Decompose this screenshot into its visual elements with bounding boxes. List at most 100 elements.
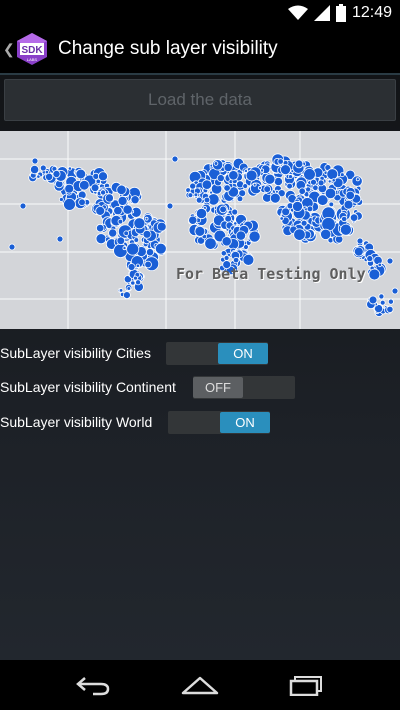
map-point: [232, 256, 240, 264]
sdk-logo-subtext: LABS: [27, 57, 38, 62]
map-point: [378, 293, 385, 300]
map-point: [133, 217, 146, 230]
map-point: [154, 242, 167, 255]
clock: 12:49: [351, 4, 392, 21]
home-icon[interactable]: [181, 674, 219, 696]
map-point: [257, 185, 262, 190]
map-point: [123, 230, 129, 237]
load-data-button[interactable]: Load the data: [4, 79, 396, 121]
map-point: [303, 168, 316, 181]
map-point: [133, 237, 140, 243]
toggle-world[interactable]: ON: [168, 410, 270, 434]
toggle-world-thumb[interactable]: ON: [220, 411, 270, 433]
toggle-cities[interactable]: ON: [166, 341, 268, 365]
battery-icon: [335, 4, 346, 22]
map-point: [144, 216, 149, 221]
map-point: [300, 219, 308, 227]
map-point: [63, 198, 76, 211]
map-point: [156, 221, 167, 232]
map-point: [291, 200, 303, 212]
map-point: [59, 197, 64, 202]
map-point: [117, 218, 124, 225]
map-point: [44, 169, 50, 175]
map-point: [386, 257, 394, 265]
sublayer-label-world: SubLayer visibility World: [0, 414, 153, 430]
map-point: [104, 193, 114, 203]
map-point: [242, 183, 249, 189]
map-point: [116, 184, 127, 196]
map-point: [95, 233, 107, 245]
map-point: [135, 263, 140, 268]
map-point: [312, 184, 319, 191]
map-point: [260, 168, 265, 173]
map-view[interactable]: For Beta Testing Only: [0, 131, 400, 329]
map-point: [130, 280, 136, 286]
map-point: [320, 228, 332, 240]
map-point: [355, 177, 360, 182]
map-point: [281, 207, 291, 217]
map-point: [126, 242, 140, 256]
map-point: [341, 215, 348, 223]
map-point: [245, 169, 258, 182]
map-point: [64, 183, 75, 194]
map-point: [19, 202, 27, 210]
map-point: [79, 179, 90, 191]
map-point: [316, 194, 329, 206]
navigation-bar: [0, 660, 400, 710]
status-icons: 12:49: [287, 3, 392, 23]
map-point: [339, 223, 352, 236]
up-caret-icon[interactable]: ❮: [3, 40, 15, 57]
map-point: [8, 243, 16, 251]
map-point: [294, 159, 304, 169]
map-point: [145, 248, 155, 257]
action-bar-divider: [0, 73, 400, 75]
map-point: [203, 196, 211, 204]
sdk-logo-icon[interactable]: SDK LABS: [15, 32, 49, 66]
map-point: [113, 205, 123, 216]
sublayer-row-continent: SubLayer visibility Continent OFF: [0, 374, 400, 400]
map-point: [122, 246, 127, 251]
map-point: [353, 246, 364, 257]
map-point: [213, 161, 219, 166]
map-point: [279, 216, 284, 221]
status-bar: 12:49: [0, 0, 400, 25]
map-point: [98, 171, 109, 182]
map-point: [126, 286, 132, 291]
map-point: [31, 157, 39, 165]
map-point: [36, 174, 41, 179]
map-point: [204, 237, 217, 250]
map-point: [273, 176, 283, 187]
map-point: [29, 164, 40, 175]
map-point: [231, 208, 239, 216]
map-point: [368, 268, 381, 281]
map-point: [171, 155, 179, 163]
map-point: [288, 174, 293, 179]
map-point: [194, 226, 206, 237]
map-point: [123, 291, 131, 300]
map-point: [269, 192, 281, 204]
toggle-continent[interactable]: OFF: [193, 375, 295, 399]
map-point: [195, 196, 203, 204]
map-point: [67, 166, 73, 171]
toggle-continent-thumb[interactable]: OFF: [193, 376, 243, 398]
recents-icon[interactable]: [289, 674, 325, 696]
map-point: [298, 187, 306, 195]
back-icon[interactable]: [75, 674, 111, 696]
map-point: [293, 228, 306, 241]
map-point: [277, 158, 284, 165]
sublayer-label-cities: SubLayer visibility Cities: [0, 345, 151, 361]
map-point: [224, 215, 233, 223]
map-point: [328, 201, 335, 208]
map-point: [277, 189, 286, 198]
map-point: [219, 205, 227, 214]
map-point: [366, 255, 374, 263]
map-point: [379, 299, 386, 306]
map-point: [95, 223, 105, 233]
map-point: [223, 184, 231, 192]
map-point: [221, 236, 232, 247]
toggle-cities-thumb[interactable]: ON: [218, 342, 268, 364]
map-point: [52, 170, 61, 179]
map-point: [391, 287, 399, 295]
sublayer-label-continent: SubLayer visibility Continent: [0, 379, 176, 395]
map-point: [39, 164, 47, 172]
